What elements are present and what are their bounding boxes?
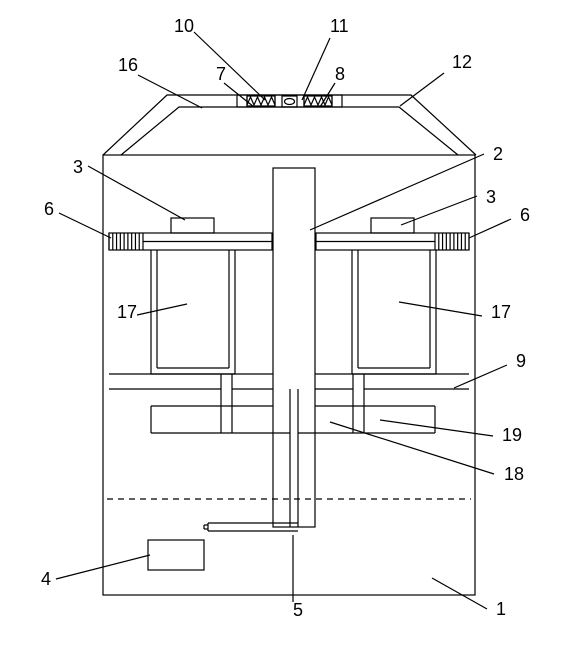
callout-label-7: 7 <box>216 64 226 84</box>
callout-label-17L: 17 <box>117 302 137 322</box>
callout-label-16: 16 <box>118 55 138 75</box>
callout-label-17R: 17 <box>491 302 511 322</box>
callout-label-4: 4 <box>41 569 51 589</box>
callout-label-3R: 3 <box>486 187 496 207</box>
callout-label-10: 10 <box>174 16 194 36</box>
callout-label-2: 2 <box>493 144 503 164</box>
callout-label-6L: 6 <box>44 199 54 219</box>
callout-label-12: 12 <box>452 52 472 72</box>
callout-label-11: 11 <box>330 16 349 36</box>
callout-label-8: 8 <box>335 64 345 84</box>
callout-label-5: 5 <box>293 600 303 620</box>
callout-label-19: 19 <box>502 425 522 445</box>
callout-label-6R: 6 <box>520 205 530 225</box>
callout-label-9: 9 <box>516 351 526 371</box>
callout-label-3L: 3 <box>73 157 83 177</box>
callout-label-1: 1 <box>496 599 506 619</box>
callout-label-18: 18 <box>504 464 524 484</box>
